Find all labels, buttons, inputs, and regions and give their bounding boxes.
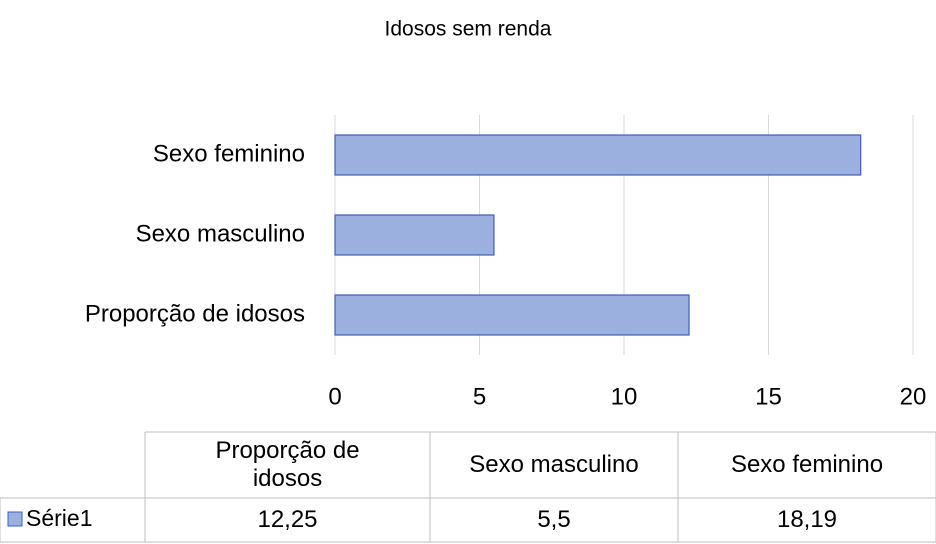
table-header: Sexo feminino (730, 451, 884, 478)
y-tick-label: Proporção de idosos (85, 300, 305, 327)
x-tick-label: 20 (900, 383, 927, 410)
bar (334, 134, 862, 176)
table-header-box: Proporção de idosos (215, 437, 360, 492)
x-tick-label: 0 (328, 383, 341, 410)
x-tick-label: 5 (473, 383, 486, 410)
bar (334, 294, 690, 336)
x-tick-label: 10 (611, 383, 638, 410)
table-value: 12,25 (257, 506, 318, 533)
chart-title: Idosos sem renda (385, 18, 552, 41)
table-value: 5,5 (537, 506, 571, 533)
table-header: Proporção de idosos (215, 437, 360, 492)
x-tick-label: 15 (755, 383, 782, 410)
table-value-box: 12,25 (257, 506, 318, 533)
table-value-box: 18,19 (776, 506, 838, 533)
table-header-box: Sexo masculino (469, 451, 639, 478)
table-header: Sexo masculino (469, 451, 639, 478)
table-header-box: Sexo feminino (730, 451, 884, 478)
legend-label: Série1 (26, 505, 92, 531)
table-value: 18,19 (776, 506, 838, 533)
y-tick-label: Sexo masculino (136, 220, 305, 247)
bar (334, 214, 495, 256)
legend-swatch (7, 511, 23, 527)
table-value-box: 5,5 (537, 506, 571, 533)
y-tick-label: Sexo feminino (153, 140, 305, 167)
